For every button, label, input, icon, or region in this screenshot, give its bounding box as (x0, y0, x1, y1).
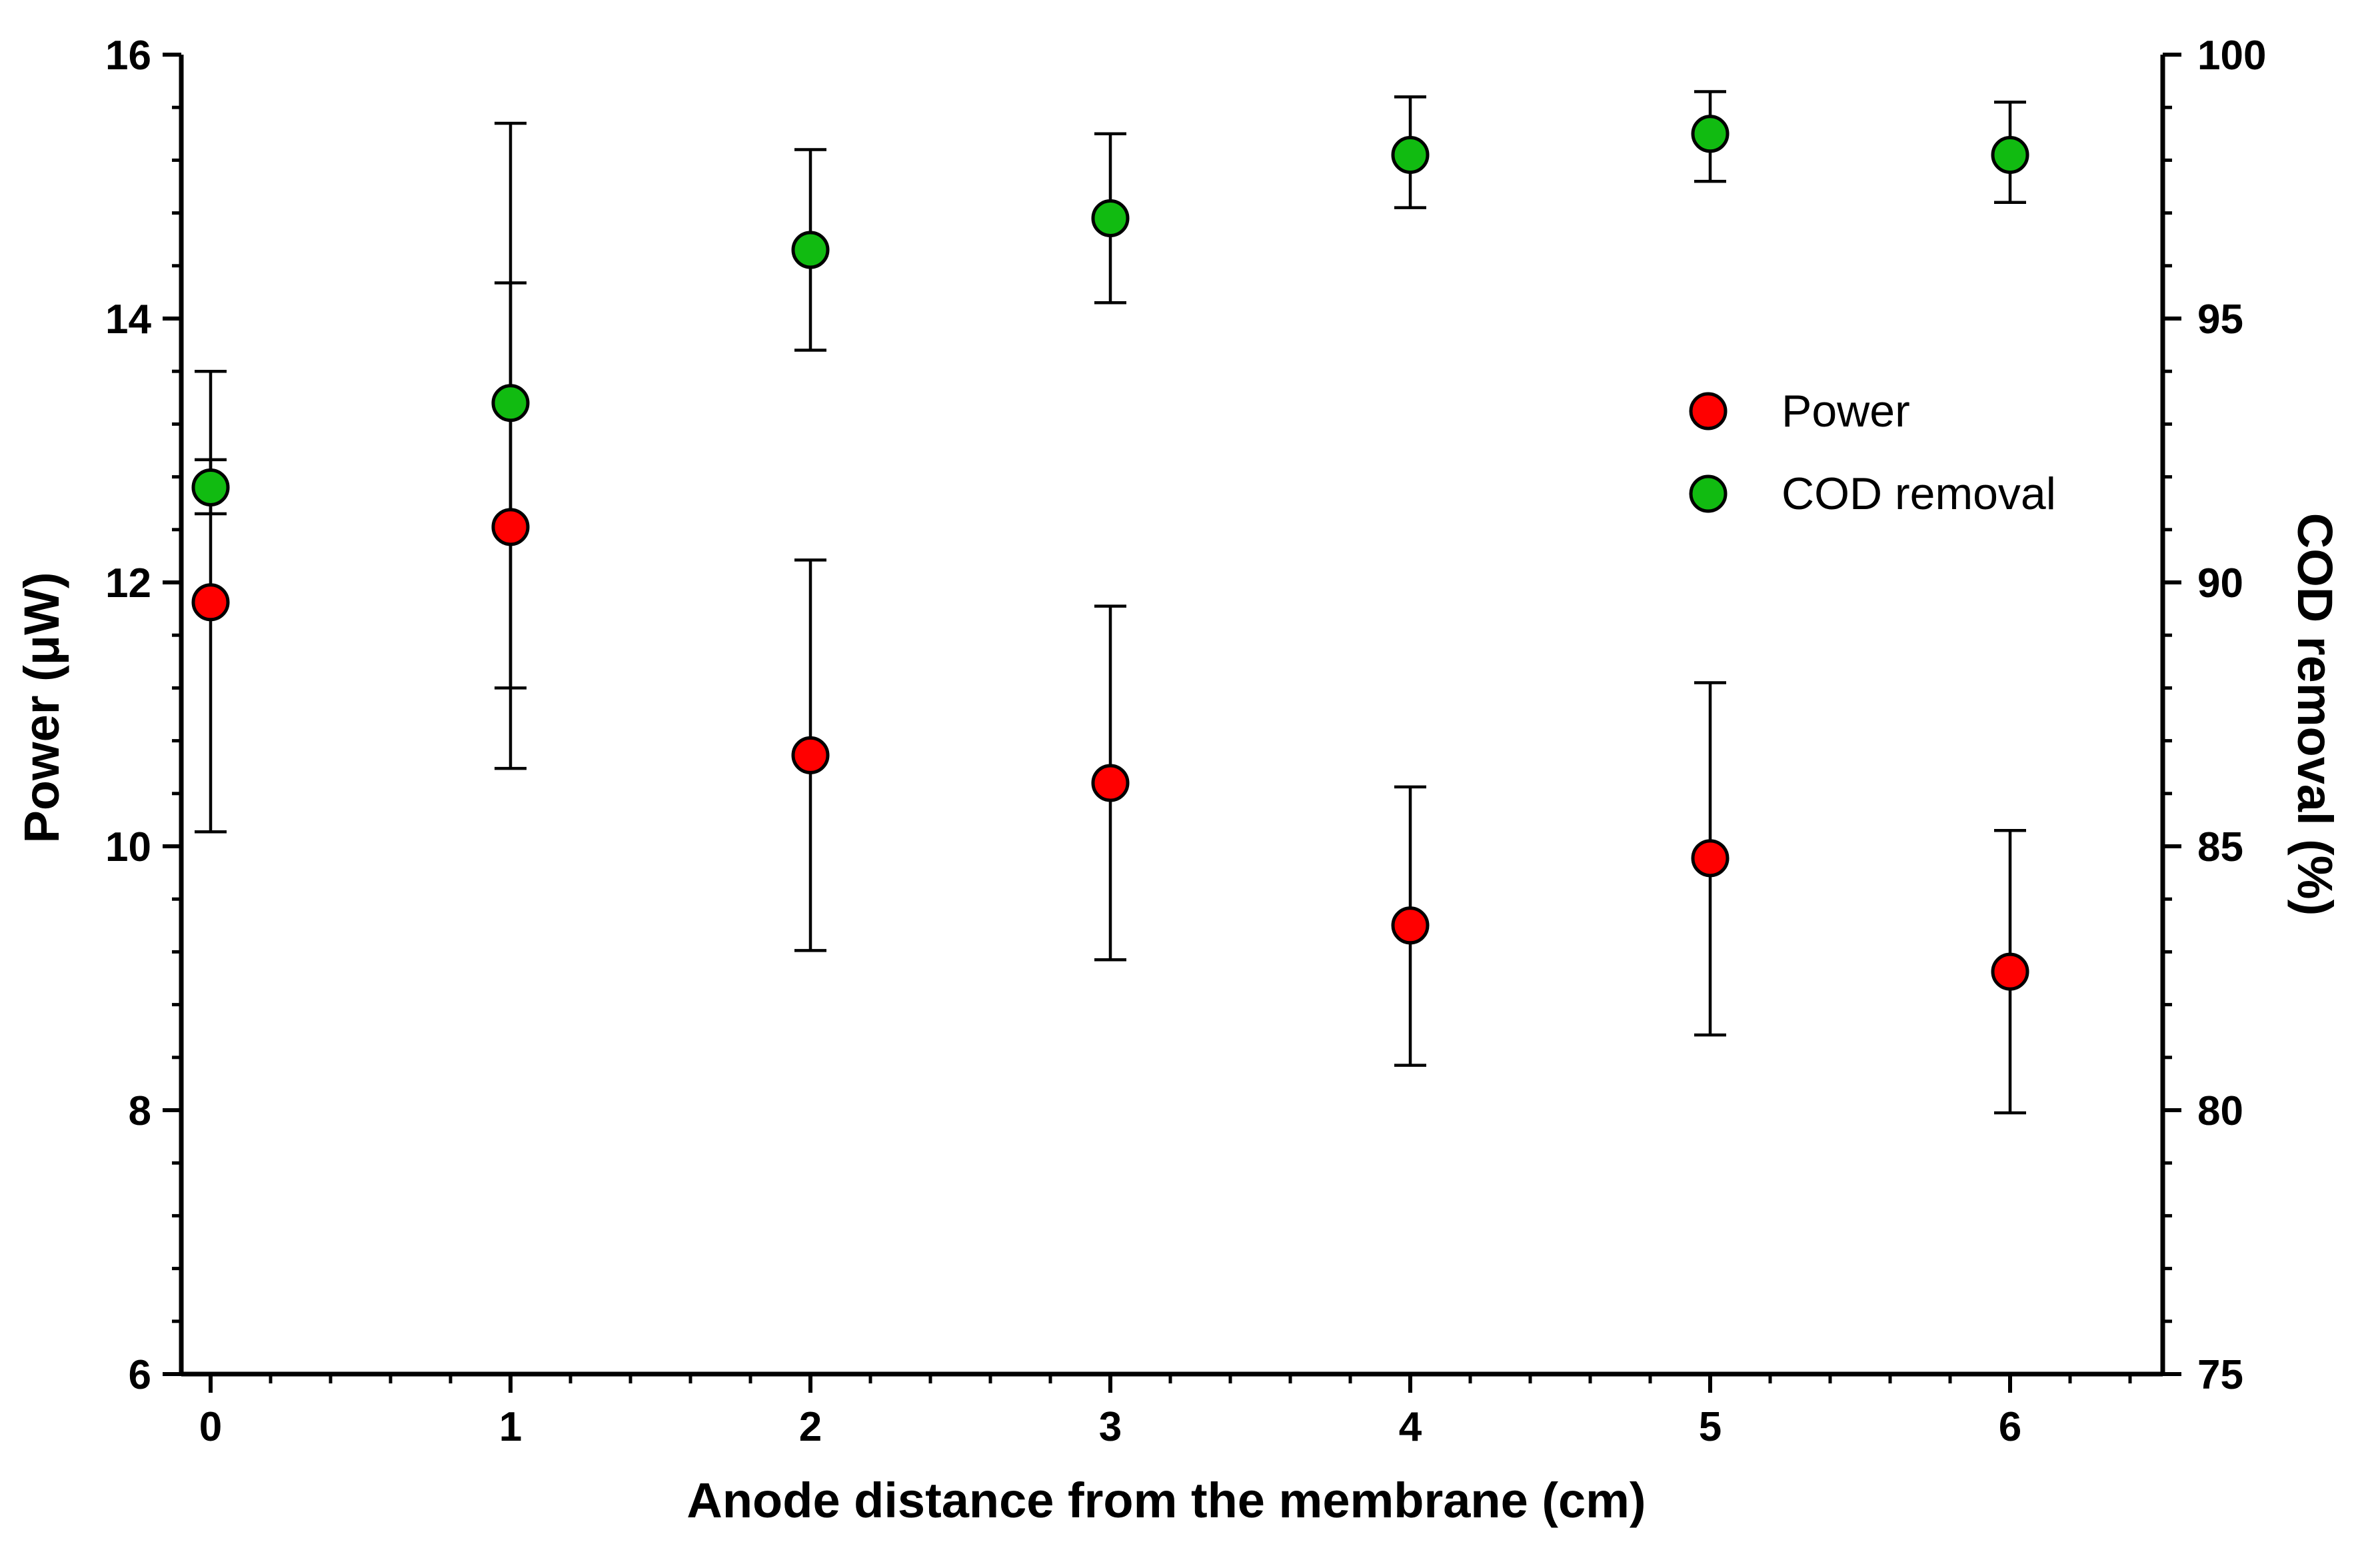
y-tick-label: 16 (105, 33, 151, 79)
x-tick-label: 3 (1099, 1404, 1122, 1450)
cod-removal-point (191, 468, 230, 506)
y-tick-label: 10 (105, 824, 151, 870)
y-tick-label: 14 (105, 297, 151, 343)
power-point (791, 736, 830, 774)
power-point (1991, 952, 2029, 991)
error-bars-layer (195, 90, 2026, 1115)
y2-tick-label: 75 (2197, 1352, 2243, 1398)
x-axis-title: Anode distance from the membrane (cm) (686, 1473, 1646, 1528)
legend-label-cod-removal: COD removal (1782, 468, 2056, 519)
power-point (191, 583, 230, 622)
y-tick-label: 8 (129, 1088, 151, 1134)
cod-removal-point (1991, 135, 2029, 174)
points-layer (191, 115, 2029, 991)
y-tick-label: 12 (105, 560, 151, 606)
x-tick-label: 4 (1399, 1404, 1422, 1450)
x-tick-label: 0 (199, 1404, 222, 1450)
y2-tick-label: 85 (2197, 824, 2243, 870)
y2-tick-label: 95 (2197, 297, 2243, 343)
power-point (1691, 839, 1730, 878)
x-tick-label: 5 (1699, 1404, 1722, 1450)
legend-label-power: Power (1782, 386, 1910, 436)
cod-removal-point (1091, 199, 1130, 238)
x-tick-label: 1 (499, 1404, 522, 1450)
power-point (1091, 764, 1130, 802)
power-point (491, 508, 530, 546)
y-tick-label: 6 (129, 1352, 151, 1398)
cod-removal-point (1691, 115, 1730, 153)
y2-tick-label: 90 (2197, 560, 2243, 606)
cod-removal-point (491, 384, 530, 422)
axes-layer (163, 53, 2181, 1393)
legend: Power COD removal (1689, 386, 2056, 519)
y2-axis-title: COD removal (%) (2287, 513, 2343, 916)
y2-tick-label: 100 (2197, 33, 2266, 79)
x-tick-label: 2 (799, 1404, 822, 1450)
cod-removal-point (1391, 135, 1430, 174)
power-point (1391, 906, 1430, 945)
legend-marker-cod-removal (1689, 474, 1728, 513)
labels-layer: Anode distance from the membrane (cm) Po… (14, 33, 2343, 1528)
y-axis-title: Power (μW) (14, 572, 69, 843)
legend-marker-power (1689, 392, 1728, 430)
x-tick-label: 6 (1999, 1404, 2021, 1450)
cod-removal-point (791, 231, 830, 269)
y2-tick-label: 80 (2197, 1088, 2243, 1134)
